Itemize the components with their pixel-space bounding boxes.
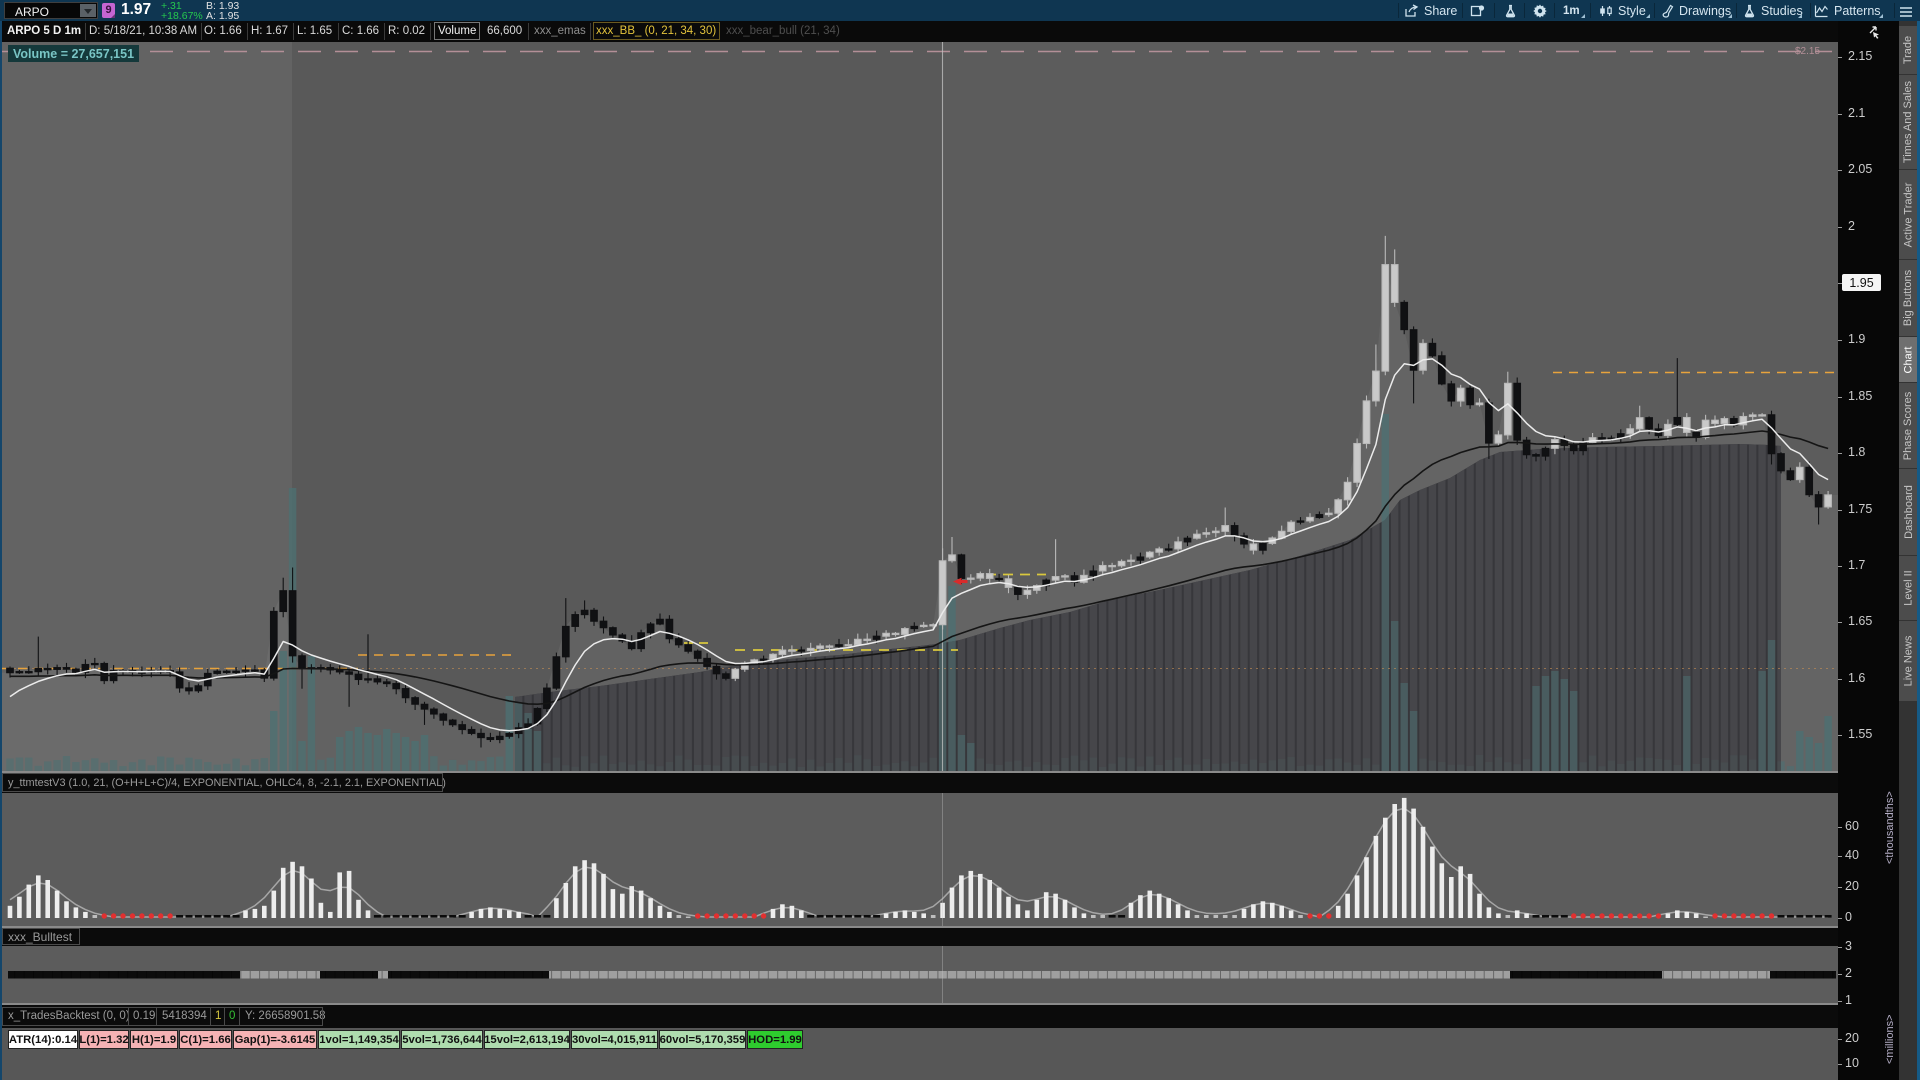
svg-text:$2.15: $2.15 [1795, 46, 1820, 57]
